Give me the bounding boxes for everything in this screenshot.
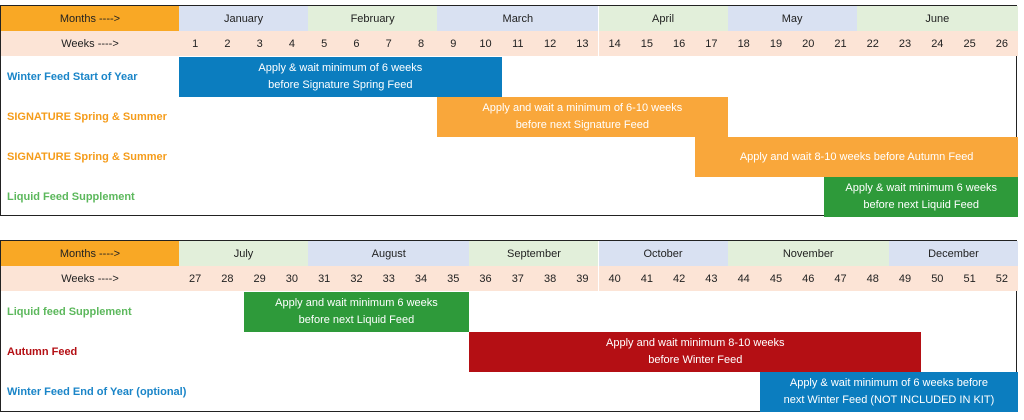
week-number: 19 [759, 31, 793, 56]
row-label: Liquid Feed Supplement [7, 191, 135, 203]
week-number: 40 [598, 266, 631, 291]
schedule-bar: Apply & wait minimum 6 weeks before next … [824, 177, 1018, 217]
month-header: October [598, 241, 728, 266]
bar-text-line: next Winter Feed (NOT INCLUDED IN KIT) [783, 394, 995, 406]
week-number: 8 [404, 31, 438, 56]
schedule-table-jul-dec: Months ----> Weeks ----> July August Septemb… [0, 240, 1018, 412]
week-number: 38 [533, 266, 567, 291]
schedule-bar: Apply & wait minimum of 6 weeks before Si… [179, 57, 502, 97]
months-label: Months ----> [1, 6, 179, 31]
week-number: 52 [985, 266, 1018, 291]
week-number: 37 [501, 266, 534, 291]
week-number: 42 [663, 266, 696, 291]
bar-text-line: before next Liquid Feed [298, 314, 415, 326]
week-number: 18 [727, 31, 760, 56]
row-label: Winter Feed Start of Year [7, 71, 138, 83]
schedule-bar: Apply and wait 8-10 weeks before Autumn … [695, 137, 1018, 177]
bar-text-line: before Winter Feed [648, 354, 743, 366]
week-number: 21 [824, 31, 857, 56]
month-header: July [179, 241, 309, 266]
row-label: SIGNATURE Spring & Summer [7, 151, 167, 163]
bar-text-line: Apply and wait 8-10 weeks before Autumn … [739, 150, 974, 163]
week-number: 20 [792, 31, 825, 56]
bar-text-line: before next Liquid Feed [863, 199, 979, 211]
week-number: 31 [308, 266, 341, 291]
row-label: SIGNATURE Spring & Summer [7, 111, 167, 123]
week-number: 22 [856, 31, 889, 56]
bar-text-line: before next Signature Feed [515, 119, 649, 131]
week-number: 26 [985, 31, 1018, 56]
week-number: 36 [469, 266, 502, 291]
weeks-label: Weeks ----> [1, 266, 179, 291]
month-header: November [727, 241, 889, 266]
week-number: 46 [792, 266, 825, 291]
week-number: 39 [566, 266, 599, 291]
week-number: 34 [404, 266, 438, 291]
bar-text-line: Apply & wait minimum of 6 weeks [258, 62, 423, 74]
week-number: 27 [179, 266, 212, 291]
week-number: 35 [437, 266, 470, 291]
weeks-label: Weeks ----> [1, 31, 179, 56]
month-header: February [308, 6, 438, 31]
bar-text-line: Apply and wait minimum 8-10 weeks [606, 337, 785, 349]
week-number: 50 [921, 266, 954, 291]
month-header: September [469, 241, 599, 266]
schedule-bar: Apply and wait minimum 6 weeks before nex… [243, 292, 470, 332]
week-number: 44 [727, 266, 760, 291]
week-number: 7 [372, 31, 405, 56]
week-number: 17 [695, 31, 728, 56]
month-header: May [727, 6, 857, 31]
week-number: 45 [759, 266, 793, 291]
week-number: 23 [888, 31, 922, 56]
week-number: 28 [211, 266, 244, 291]
week-number: 43 [695, 266, 728, 291]
schedule-table-jan-jun: Months ----> Weeks ----> January February Ma… [0, 5, 1018, 217]
month-header: January [179, 6, 309, 31]
week-number: 14 [598, 31, 631, 56]
bar-text-line: before Signature Spring Feed [268, 79, 413, 91]
week-number: 11 [501, 31, 534, 56]
month-header: March [437, 6, 599, 31]
week-number: 4 [275, 31, 309, 56]
bar-text-line: Apply and wait a minimum of 6-10 weeks [482, 102, 683, 114]
week-number: 49 [888, 266, 922, 291]
row-label: Winter Feed End of Year (optional) [7, 386, 187, 398]
week-number: 30 [275, 266, 309, 291]
week-number: 13 [566, 31, 599, 56]
months-label: Months ----> [1, 241, 179, 266]
week-number: 25 [953, 31, 986, 56]
week-number: 41 [630, 266, 664, 291]
bar-text-line: Apply & wait minimum 6 weeks [845, 182, 997, 194]
bar-text-line: Apply and wait minimum 6 weeks [275, 297, 438, 309]
schedule-bar: Apply and wait a minimum of 6-10 weeks be… [437, 97, 728, 137]
week-number: 51 [953, 266, 986, 291]
week-number: 5 [308, 31, 341, 56]
month-header: June [856, 6, 1018, 31]
week-number: 15 [630, 31, 664, 56]
month-header: August [308, 241, 470, 266]
month-header: April [598, 6, 728, 31]
week-number: 2 [211, 31, 244, 56]
month-header: December [888, 241, 1018, 266]
week-number: 3 [243, 31, 276, 56]
row-label: Autumn Feed [7, 346, 78, 358]
week-number: 1 [179, 31, 212, 56]
row-label: Liquid feed Supplement [7, 306, 132, 318]
week-number: 10 [469, 31, 502, 56]
week-number: 24 [921, 31, 954, 56]
week-number: 32 [340, 266, 373, 291]
week-number: 12 [533, 31, 567, 56]
bar-text-line: Apply & wait minimum of 6 weeks before [789, 377, 988, 389]
schedule-bar: Apply and wait minimum 8-10 weeks before … [469, 332, 922, 372]
schedule-bar: Apply & wait minimum of 6 weeks before ne… [759, 372, 1018, 412]
week-number: 33 [372, 266, 405, 291]
week-number: 47 [824, 266, 857, 291]
week-number: 6 [340, 31, 373, 56]
week-number: 29 [243, 266, 276, 291]
week-number: 48 [856, 266, 889, 291]
week-number: 9 [437, 31, 470, 56]
week-number: 16 [663, 31, 696, 56]
